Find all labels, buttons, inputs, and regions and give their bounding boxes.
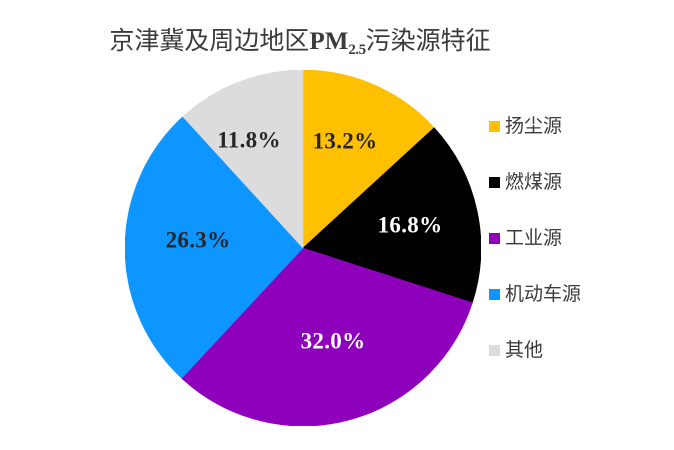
chart-title-pm-label: PM2.5 — [309, 28, 366, 58]
legend-color-swatch — [489, 288, 500, 300]
legend-item-label: 机动车源 — [505, 283, 582, 305]
pie-slice[interactable] — [302, 70, 435, 249]
pie-slice[interactable] — [181, 247, 473, 426]
pie-slice-value-label: 32.0% — [300, 328, 366, 354]
legend-color-swatch — [489, 176, 500, 188]
pie-slice-value-label: 16.8% — [377, 212, 443, 238]
legend-item-label: 其他 — [505, 339, 544, 361]
legend-color-swatch — [489, 120, 500, 132]
legend-item-label: 扬尘源 — [505, 115, 563, 137]
chart-title-lead: 京津冀及周边地区 — [109, 26, 310, 55]
chart-legend: 扬尘源燃煤源工业源机动车源其他 — [489, 98, 669, 378]
legend-item[interactable]: 工业源 — [489, 210, 669, 266]
pie-slice[interactable] — [302, 127, 481, 304]
pie-slice-group — [125, 70, 481, 426]
legend-color-swatch — [489, 232, 500, 244]
legend-color-swatch — [489, 344, 500, 356]
legend-item-label: 燃煤源 — [505, 171, 563, 193]
pie-slice[interactable] — [182, 70, 304, 249]
pie-slice-value-label: 26.3% — [165, 227, 231, 253]
pm-subscript: 2.5 — [348, 42, 366, 58]
pie-slice[interactable] — [125, 116, 304, 379]
legend-item[interactable]: 燃煤源 — [489, 154, 669, 210]
legend-item-label: 工业源 — [505, 227, 563, 249]
legend-item[interactable]: 机动车源 — [489, 266, 669, 322]
pie-svg — [125, 70, 481, 426]
legend-item[interactable]: 扬尘源 — [489, 98, 669, 154]
pie-slice-value-label: 13.2% — [312, 128, 378, 154]
pm-text: PM — [309, 28, 349, 55]
chart-title: 京津冀及周边地区PM2.5污染源特征 — [0, 26, 600, 60]
pie-plot-area: 13.2% 16.8% 32.0% 26.3% 11.8% — [125, 70, 481, 426]
legend-item[interactable]: 其他 — [489, 322, 669, 378]
pie-slice-value-label: 11.8% — [217, 127, 281, 153]
chart-title-tail: 污染源特征 — [365, 26, 491, 55]
